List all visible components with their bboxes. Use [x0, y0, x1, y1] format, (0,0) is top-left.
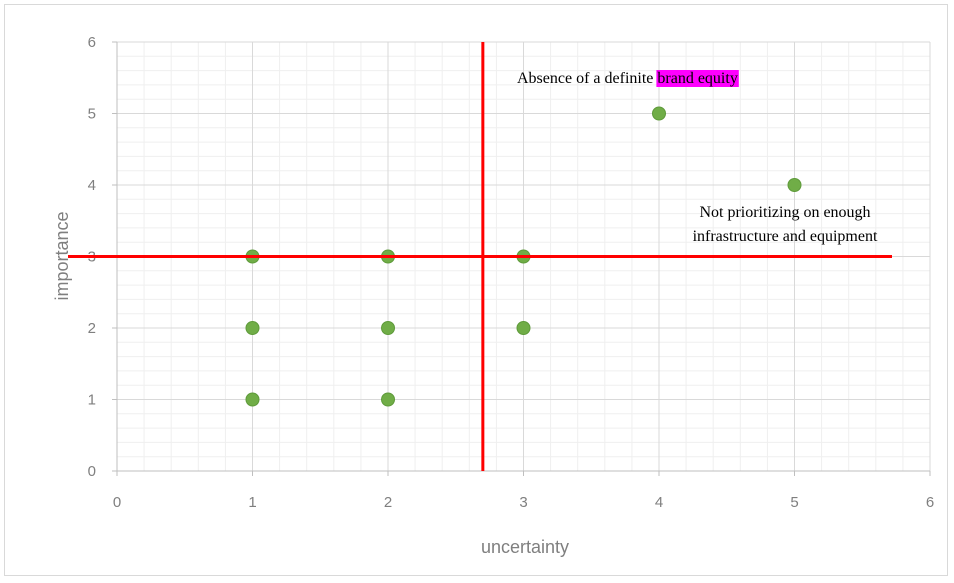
scatter-point [787, 178, 802, 192]
x-tick-label: 3 [519, 494, 527, 511]
y-tick-label: 6 [88, 34, 96, 51]
annotation-brand-equity: Absence of a definite brand equity [517, 70, 738, 87]
y-tick-label: 0 [88, 463, 96, 480]
annotations: Absence of a definite brand equity Not p… [517, 70, 878, 245]
annotation-infrastructure-line1: Not prioritizing on enough [699, 204, 870, 221]
x-tick-label: 4 [655, 494, 663, 511]
x-tick-label: 2 [384, 494, 392, 511]
annotation-brand-highlight: brand equity [657, 70, 737, 87]
scatter-point [245, 321, 260, 335]
y-tick-label: 4 [88, 177, 96, 194]
scatter-point [245, 392, 260, 407]
scatter-point [381, 321, 395, 335]
highlight-box [656, 70, 739, 87]
y-tick-label: 1 [88, 392, 96, 409]
x-axis-title: uncertainty [481, 537, 569, 557]
annotation-infrastructure-line2: infrastructure and equipment [693, 228, 878, 245]
y-tick-label: 5 [88, 106, 96, 123]
scatter-point [381, 392, 395, 407]
annotation-brand-prefix: Absence of a definite [517, 70, 657, 87]
x-tick-labels: 0 1 2 3 4 5 6 [113, 494, 934, 511]
x-tick-label: 6 [926, 494, 934, 511]
x-tick-label: 1 [248, 494, 256, 511]
x-tick-label: 5 [790, 494, 798, 511]
scatter-point [516, 321, 531, 335]
x-tick-label: 0 [113, 494, 121, 511]
reference-lines [68, 42, 892, 471]
y-tick-label: 2 [88, 320, 96, 337]
y-axis-title: importance [52, 211, 72, 300]
scatter-point [652, 106, 666, 121]
